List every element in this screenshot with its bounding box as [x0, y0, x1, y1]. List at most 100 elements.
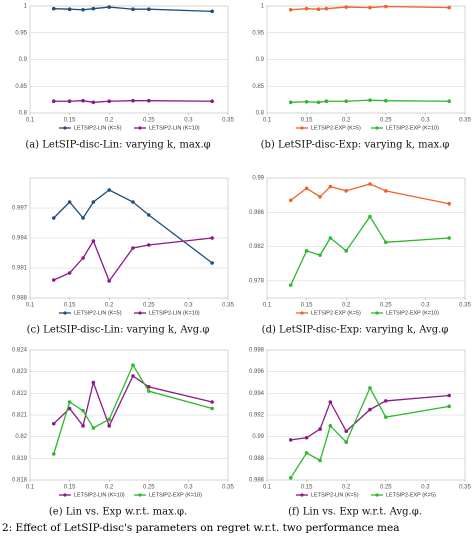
x-tick-label: 0.15 [64, 118, 76, 124]
x-tick-label: 0.35 [222, 118, 234, 124]
point [368, 407, 372, 412]
y-tick-label: 0.9 [256, 57, 265, 63]
y-tick-label: 0.99 [252, 434, 264, 440]
chart-caption: (c) LetSIP-disc-Lin: varying k, Avg.φ [27, 325, 210, 336]
legend-label: LETSIP2-LIN (K=5) [311, 492, 359, 498]
legend-label: LETSIP2-LIN (K=10) [74, 492, 125, 498]
point [81, 256, 85, 260]
point [447, 404, 451, 409]
point [147, 385, 151, 389]
point [91, 239, 96, 243]
point [67, 200, 72, 204]
point [368, 182, 372, 186]
y-tick-label: 0.982 [249, 244, 265, 250]
series-line [53, 363, 213, 455]
point [51, 216, 56, 220]
point [304, 435, 309, 440]
chart-caption: (e) Lin vs. Exp w.r.t. max.φ. [49, 507, 187, 518]
y-tick-label: 0.9 [19, 57, 28, 63]
point [384, 189, 388, 193]
legend-marker [138, 311, 142, 315]
x-tick-label: 0.35 [459, 485, 471, 491]
point [344, 440, 349, 444]
x-tick-label: 0.25 [143, 485, 155, 491]
legend-label: LETSIP2-EXP (K=5) [386, 492, 436, 498]
legend-marker [63, 311, 67, 315]
y-tick-label: 0.998 [249, 348, 265, 354]
point [147, 213, 151, 217]
series-line [290, 99, 450, 103]
legend-marker [375, 311, 379, 315]
point [344, 189, 349, 193]
point [328, 184, 333, 189]
point [147, 243, 151, 247]
point [81, 408, 85, 413]
point [51, 6, 56, 11]
point [344, 429, 349, 434]
legend-marker [138, 126, 142, 130]
x-tick-label: 0.15 [301, 118, 313, 124]
x-tick-label: 0.1 [263, 303, 272, 309]
point [288, 438, 293, 442]
point [447, 5, 451, 10]
x-tick-label: 0.3 [421, 118, 430, 124]
series-line [290, 183, 450, 205]
x-tick-label: 0.2 [105, 118, 114, 124]
point [81, 7, 85, 12]
point [210, 400, 214, 404]
point [131, 246, 135, 250]
y-tick-label: 0.95 [15, 30, 27, 36]
point [328, 400, 333, 404]
series-line [53, 100, 213, 103]
point [107, 99, 111, 104]
y-tick-label: 0.8 [256, 111, 265, 117]
point [344, 5, 349, 9]
y-tick-label: 1 [24, 4, 28, 10]
point [210, 236, 214, 240]
point [67, 400, 72, 404]
series-line [53, 189, 213, 264]
series-line [53, 375, 213, 428]
point [67, 7, 72, 12]
chart-caption: (a) LetSIP-disc-Lin: varying k, max.φ [25, 140, 210, 151]
point [67, 99, 72, 104]
legend-label: LETSIP2-EXP (K=5) [311, 310, 361, 316]
point [344, 99, 349, 104]
y-tick-label: 0.986 [249, 210, 265, 216]
point [384, 415, 388, 419]
point [384, 98, 388, 103]
series-line [290, 386, 450, 479]
point [210, 9, 214, 14]
point [81, 98, 85, 103]
point [107, 417, 111, 422]
x-tick-label: 0.15 [64, 303, 76, 309]
point [318, 458, 322, 463]
point [131, 374, 135, 378]
point [384, 4, 388, 9]
y-tick-label: 0.8 [19, 111, 28, 117]
y-tick-label: 0.821 [12, 413, 28, 419]
x-tick-label: 0.25 [143, 303, 155, 309]
y-tick-label: 0.824 [12, 348, 28, 354]
figure-caption: 2: Effect of LetSIP-disc's parameters on… [2, 522, 399, 534]
point [304, 186, 309, 191]
point [91, 380, 96, 385]
y-tick-label: 0.996 [249, 369, 265, 375]
legend-label: LETSIP2-EXP (K=10) [386, 125, 439, 131]
x-tick-label: 0.35 [222, 485, 234, 491]
point [91, 200, 96, 204]
y-tick-label: 0.818 [12, 478, 28, 484]
x-tick-label: 0.25 [380, 118, 392, 124]
x-tick-label: 0.3 [184, 485, 193, 491]
y-tick-label: 0.85 [252, 84, 264, 90]
point [131, 200, 135, 204]
x-tick-label: 0.15 [64, 485, 76, 491]
legend-marker [375, 493, 379, 497]
x-tick-label: 0.25 [380, 485, 392, 491]
point [51, 99, 56, 104]
x-tick-label: 0.3 [421, 303, 430, 309]
point [304, 99, 309, 104]
series-line [290, 394, 450, 441]
legend-marker [63, 493, 67, 497]
